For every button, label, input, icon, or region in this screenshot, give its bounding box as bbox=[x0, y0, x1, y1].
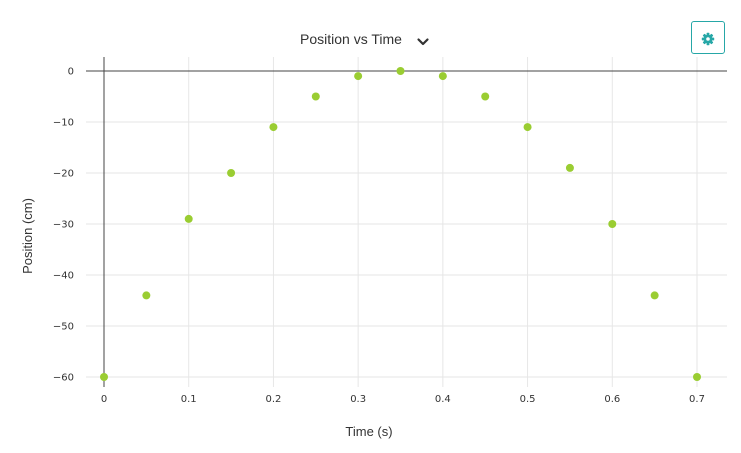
data-point bbox=[693, 373, 701, 381]
data-points bbox=[100, 67, 701, 381]
data-point bbox=[184, 214, 193, 223]
data-point bbox=[438, 72, 447, 81]
settings-button[interactable] bbox=[691, 21, 725, 54]
data-point bbox=[396, 67, 405, 75]
data-point bbox=[269, 123, 278, 132]
x-tick-label: 0.3 bbox=[350, 394, 366, 405]
grid-lines bbox=[86, 57, 727, 387]
y-tick-label: 0 bbox=[68, 67, 74, 78]
y-tick-label: −10 bbox=[53, 118, 74, 129]
chart-title-dropdown[interactable]: Position vs Time bbox=[300, 26, 430, 52]
data-point bbox=[608, 220, 617, 228]
data-point bbox=[650, 291, 659, 300]
chart-title: Position vs Time bbox=[300, 31, 402, 47]
x-tick-label: 0.6 bbox=[604, 394, 620, 405]
data-point bbox=[481, 92, 490, 101]
x-tick-label: 0.4 bbox=[435, 394, 451, 405]
y-axis-label: Position (cm) bbox=[20, 198, 35, 274]
data-point bbox=[523, 123, 532, 132]
gear-icon bbox=[701, 31, 715, 45]
x-tick-label: 0.7 bbox=[689, 394, 705, 405]
x-tick-label: 0 bbox=[101, 394, 107, 405]
x-tick-label: 0.2 bbox=[265, 394, 281, 405]
y-tick-label: −60 bbox=[53, 373, 74, 384]
data-point bbox=[354, 72, 363, 81]
data-point bbox=[227, 169, 236, 177]
axes bbox=[86, 57, 727, 387]
data-point bbox=[565, 163, 574, 172]
y-tick-label: −50 bbox=[53, 322, 74, 333]
y-tick-label: −40 bbox=[53, 271, 74, 282]
data-point bbox=[311, 92, 320, 101]
y-tick-labels: 0 −10 −20 −30 −40 −50 −60 bbox=[53, 67, 74, 384]
x-tick-labels: 0 0.1 0.2 0.3 0.4 0.5 0.6 0.7 bbox=[101, 394, 705, 405]
x-tick-label: 0.5 bbox=[520, 394, 536, 405]
y-tick-label: −30 bbox=[53, 220, 74, 231]
x-tick-label: 0.1 bbox=[181, 394, 197, 405]
data-point bbox=[142, 291, 151, 300]
chevron-down-icon bbox=[416, 34, 430, 48]
y-tick-label: −20 bbox=[53, 169, 74, 180]
data-point bbox=[100, 373, 108, 381]
x-axis-label: Time (s) bbox=[345, 424, 392, 439]
